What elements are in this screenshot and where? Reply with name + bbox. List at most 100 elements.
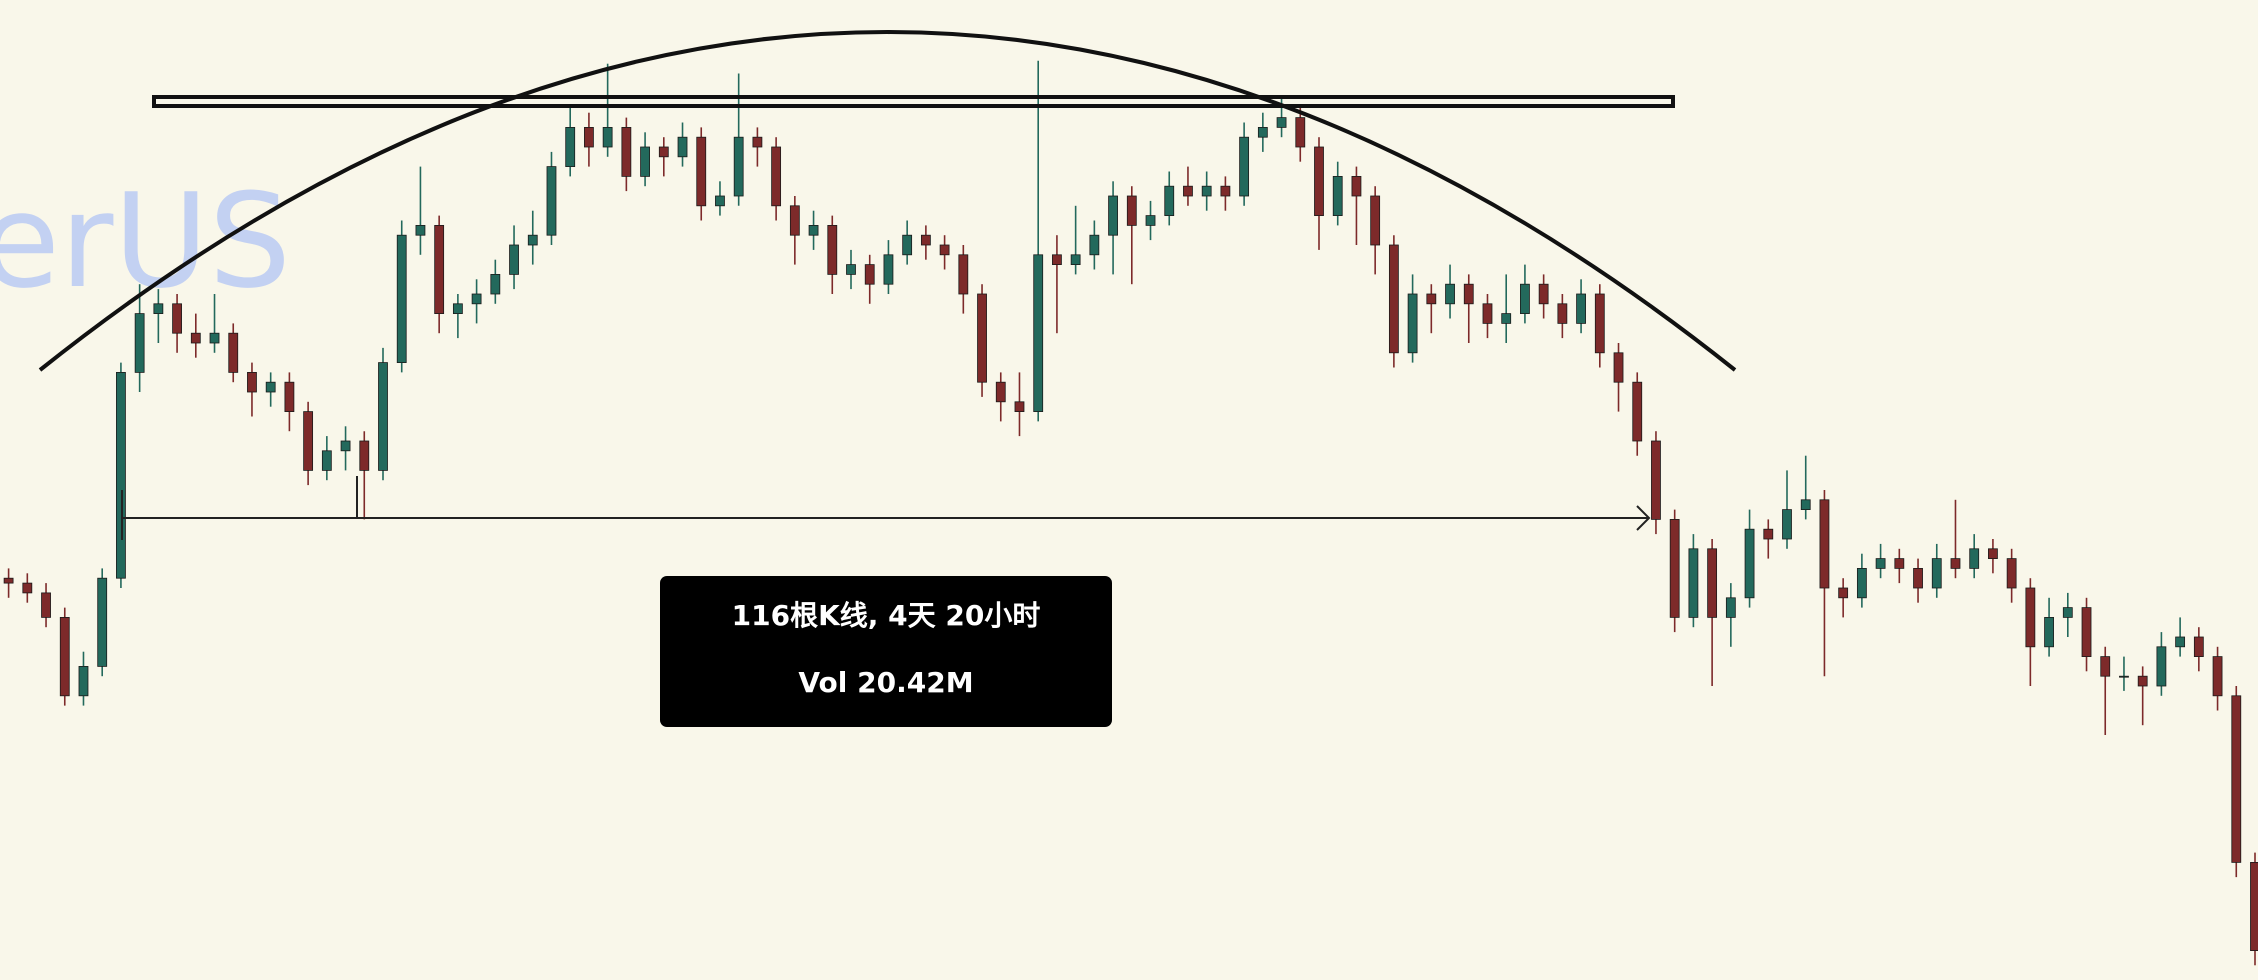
candle-body bbox=[2006, 558, 2017, 589]
candle-body bbox=[1538, 283, 1549, 305]
candle-body bbox=[41, 592, 51, 618]
candle-body bbox=[1164, 185, 1175, 216]
candle-body bbox=[1838, 587, 1849, 599]
candle-body bbox=[2175, 636, 2186, 648]
candle-body bbox=[902, 234, 913, 256]
candle-body bbox=[172, 303, 182, 334]
candle-body bbox=[1014, 401, 1025, 412]
candle-body bbox=[2062, 607, 2073, 618]
candle-body bbox=[1969, 548, 1980, 569]
candle-body bbox=[2025, 587, 2036, 648]
candle-body bbox=[1707, 548, 1718, 618]
candle-body bbox=[359, 440, 370, 471]
candle-body bbox=[883, 254, 894, 285]
candle-body bbox=[490, 273, 501, 295]
candle-body bbox=[1220, 185, 1231, 197]
candle-body bbox=[1201, 185, 1212, 197]
candle-body bbox=[116, 371, 126, 579]
candle-body bbox=[958, 254, 969, 295]
candle-body bbox=[2250, 862, 2258, 952]
candle-body bbox=[1108, 195, 1118, 236]
candle-body bbox=[22, 582, 33, 594]
candle-body bbox=[920, 234, 931, 246]
candle-body bbox=[1407, 293, 1418, 354]
candle-body bbox=[2081, 607, 2092, 657]
candle-body bbox=[97, 577, 108, 667]
candle-body bbox=[1782, 509, 1792, 540]
candle-body bbox=[247, 371, 257, 393]
watermark: erUS bbox=[0, 165, 291, 317]
candle-body bbox=[1426, 293, 1437, 305]
candle-body bbox=[1875, 558, 1886, 569]
candle-body bbox=[1295, 117, 1306, 148]
candle-body bbox=[1052, 254, 1062, 266]
candle-body bbox=[284, 381, 295, 413]
candle-body bbox=[1557, 303, 1568, 324]
candle-body bbox=[2044, 617, 2054, 648]
candle-body bbox=[789, 205, 800, 236]
candle-body bbox=[1070, 254, 1081, 266]
candle-body bbox=[1314, 146, 1324, 216]
candle-body bbox=[1370, 195, 1381, 246]
candle-body bbox=[1145, 215, 1156, 226]
candle-body bbox=[640, 146, 650, 177]
candles bbox=[3, 60, 2258, 966]
candle-body bbox=[808, 224, 819, 236]
candle-body bbox=[1931, 558, 1942, 589]
candle-body bbox=[78, 666, 89, 697]
candle-body bbox=[415, 224, 426, 236]
candle-body bbox=[2119, 675, 2129, 678]
candle-body bbox=[1988, 548, 1998, 559]
candle-body bbox=[321, 450, 332, 471]
candle-body bbox=[1501, 313, 1512, 324]
candle-body bbox=[1332, 175, 1343, 216]
tooltip-volume: Vol 20.42M bbox=[798, 666, 973, 699]
candle-body bbox=[565, 127, 576, 168]
candle-body bbox=[715, 195, 725, 207]
candle-body bbox=[340, 440, 351, 452]
candle-body bbox=[1819, 499, 1830, 589]
candle-body bbox=[1482, 303, 1493, 324]
candle-body bbox=[995, 381, 1006, 403]
candle-body bbox=[1669, 519, 1680, 618]
candle-body bbox=[303, 411, 314, 471]
candle-body bbox=[1351, 175, 1362, 197]
candle-body bbox=[1913, 568, 1923, 589]
candle-body bbox=[1239, 136, 1250, 197]
candle-body bbox=[1183, 185, 1193, 197]
candle-body bbox=[1651, 440, 1661, 520]
measure-tooltip bbox=[660, 576, 1112, 727]
candle-body bbox=[2231, 695, 2242, 863]
candle-body bbox=[1744, 528, 1755, 599]
candle-body bbox=[265, 381, 276, 393]
candle-body bbox=[527, 234, 538, 246]
candle-body bbox=[1520, 283, 1530, 315]
candle-body bbox=[59, 617, 70, 697]
candle-body bbox=[1688, 548, 1699, 618]
candle-body bbox=[378, 362, 388, 471]
candle-body bbox=[846, 264, 856, 275]
candle-body bbox=[509, 244, 519, 275]
candle-body bbox=[2137, 675, 2148, 687]
candle-body bbox=[1033, 254, 1044, 413]
tooltip-bars: 116根K线, 4天 20小时 bbox=[732, 599, 1041, 632]
candle-body bbox=[3, 577, 14, 584]
candle-body bbox=[939, 244, 950, 256]
candle-body bbox=[190, 332, 201, 344]
candle-body bbox=[1576, 293, 1586, 324]
candle-body bbox=[2212, 656, 2223, 697]
measure-tool bbox=[121, 476, 1651, 540]
candle-body bbox=[733, 136, 744, 197]
candle-body bbox=[1276, 117, 1287, 128]
candle-body bbox=[1856, 568, 1867, 599]
candle-body bbox=[602, 127, 613, 148]
candle-body bbox=[434, 224, 445, 314]
candle-body bbox=[1800, 499, 1811, 510]
candle-body bbox=[1613, 352, 1624, 383]
candle-body bbox=[584, 127, 594, 148]
candle-body bbox=[396, 234, 407, 363]
candle-body bbox=[696, 136, 707, 207]
candle-body bbox=[2156, 646, 2167, 687]
candle-body bbox=[153, 303, 164, 314]
